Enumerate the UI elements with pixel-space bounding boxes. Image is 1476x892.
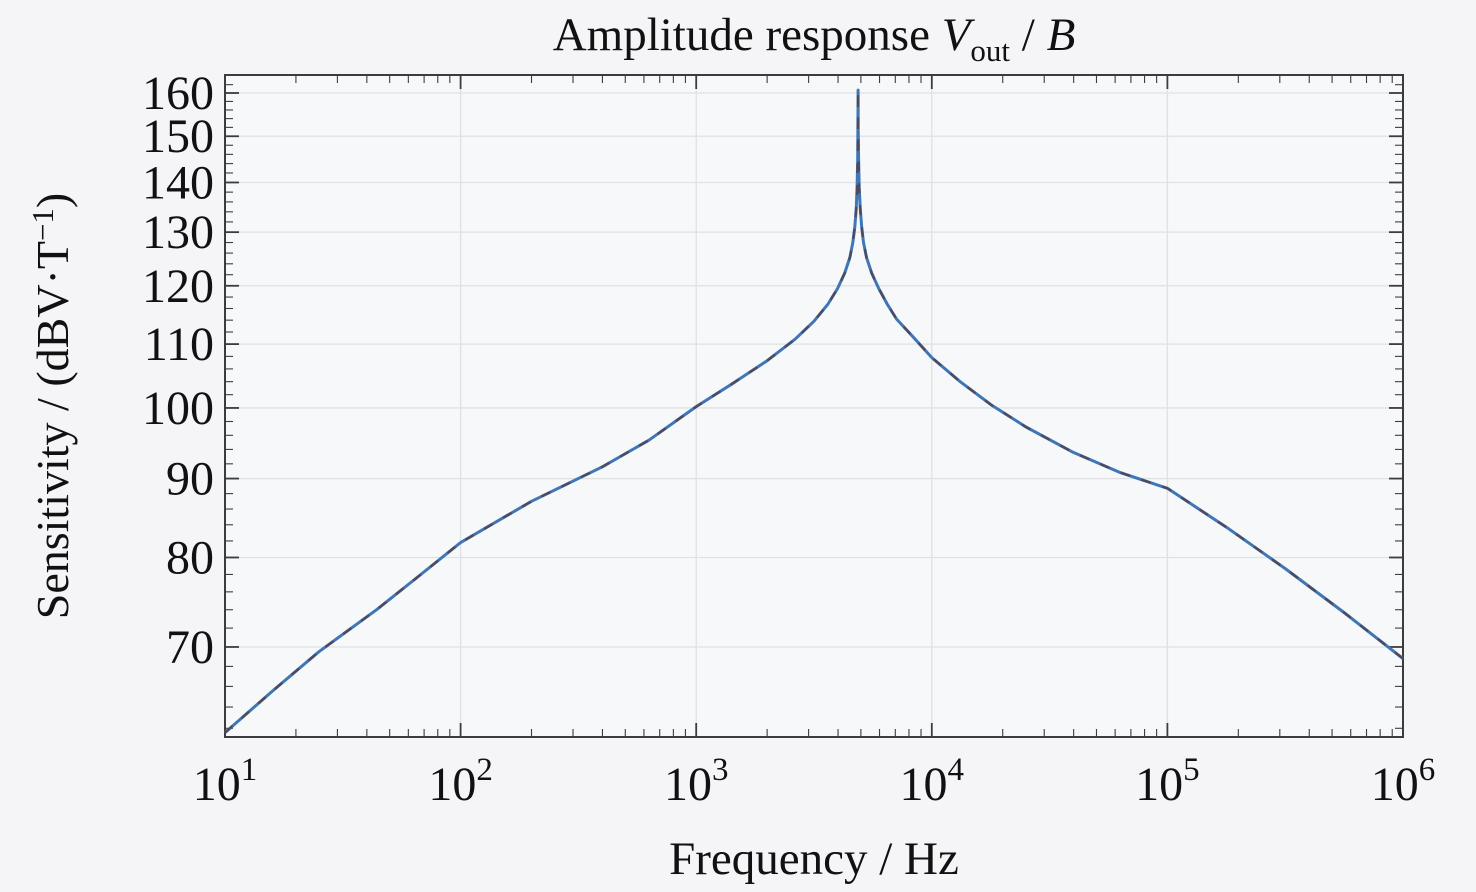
gridlines bbox=[225, 75, 1403, 737]
x-tick-label: 103 bbox=[664, 752, 729, 811]
y-tick-label: 150 bbox=[142, 110, 214, 163]
x-axis-label: Frequency / Hz bbox=[669, 833, 959, 885]
response-curve-dash-overlay bbox=[224, 88, 1404, 734]
y-tick-label: 140 bbox=[142, 156, 214, 209]
series-group bbox=[224, 88, 1404, 734]
y-tick-label: 110 bbox=[144, 318, 214, 371]
chart-title: Amplitude response Vout / B bbox=[553, 9, 1076, 68]
y-tick-label: 90 bbox=[166, 453, 214, 506]
x-tick-label: 102 bbox=[428, 752, 493, 811]
x-tick-label: 106 bbox=[1371, 752, 1436, 811]
x-tick-label: 104 bbox=[900, 752, 965, 811]
tick-marks bbox=[224, 75, 1404, 737]
plot-area bbox=[225, 75, 1403, 737]
y-tick-label: 80 bbox=[166, 531, 214, 584]
y-tick-label: 100 bbox=[142, 382, 214, 435]
y-tick-label: 160 bbox=[142, 67, 214, 120]
y-tick-label: 130 bbox=[142, 206, 214, 259]
x-tick-labels: 101 102 103 104 105 106 bbox=[193, 752, 1436, 811]
y-axis-label: Sensitivity / (dBV·T−1) bbox=[25, 193, 78, 620]
y-tick-label: 70 bbox=[166, 621, 214, 674]
y-tick-label: 120 bbox=[142, 260, 214, 313]
x-tick-label: 101 bbox=[193, 752, 258, 811]
plot-frame bbox=[224, 74, 1404, 738]
x-tick-label: 105 bbox=[1135, 752, 1200, 811]
